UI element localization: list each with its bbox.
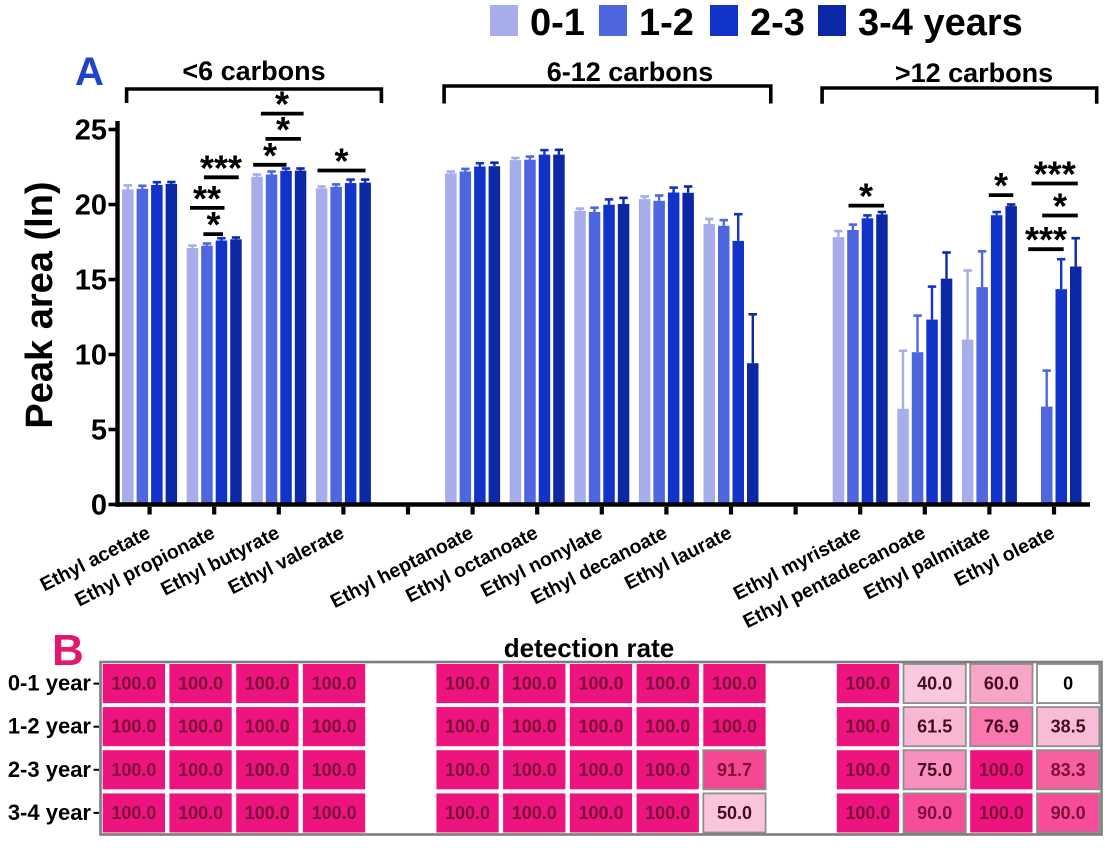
svg-text:100.0: 100.0	[445, 674, 490, 694]
svg-text:100.0: 100.0	[312, 803, 357, 823]
svg-text:100.0: 100.0	[845, 674, 890, 694]
svg-text:100.0: 100.0	[445, 803, 490, 823]
svg-text:B: B	[52, 626, 84, 675]
svg-text:0-1: 0-1	[530, 2, 585, 44]
svg-text:50.0: 50.0	[717, 803, 752, 823]
svg-text:76.9: 76.9	[984, 717, 1019, 737]
svg-text:100.0: 100.0	[512, 760, 557, 780]
svg-text:100.0: 100.0	[445, 717, 490, 737]
svg-text:*: *	[263, 135, 277, 176]
svg-text:1-2 year: 1-2 year	[8, 714, 92, 739]
svg-text:1-2: 1-2	[639, 2, 694, 44]
svg-text:2-3 year: 2-3 year	[8, 757, 92, 782]
svg-text:100.0: 100.0	[979, 803, 1024, 823]
svg-text:*: *	[276, 109, 290, 150]
svg-text:100.0: 100.0	[845, 803, 890, 823]
svg-text:100.0: 100.0	[312, 674, 357, 694]
svg-text:***: ***	[1025, 219, 1067, 260]
svg-text:100.0: 100.0	[178, 717, 223, 737]
svg-text:*: *	[1053, 186, 1067, 227]
svg-text:<6 carbons: <6 carbons	[182, 56, 325, 86]
svg-text:91.7: 91.7	[717, 760, 752, 780]
svg-text:20: 20	[75, 190, 107, 222]
svg-text:100.0: 100.0	[245, 674, 290, 694]
svg-text:100.0: 100.0	[445, 760, 490, 780]
svg-text:61.5: 61.5	[917, 717, 952, 737]
svg-text:*: *	[994, 165, 1008, 206]
svg-text:100.0: 100.0	[578, 803, 623, 823]
svg-text:100.0: 100.0	[178, 760, 223, 780]
svg-text:90.0: 90.0	[917, 803, 952, 823]
svg-text:40.0: 40.0	[917, 674, 952, 694]
svg-text:6-12 carbons: 6-12 carbons	[547, 57, 714, 87]
svg-text:100.0: 100.0	[111, 674, 156, 694]
svg-text:100.0: 100.0	[512, 674, 557, 694]
svg-text:100.0: 100.0	[111, 717, 156, 737]
svg-text:*: *	[859, 176, 873, 217]
svg-text:100.0: 100.0	[312, 717, 357, 737]
svg-text:**: **	[193, 178, 221, 219]
svg-text:100.0: 100.0	[178, 674, 223, 694]
svg-text:25: 25	[75, 115, 107, 147]
svg-text:100.0: 100.0	[578, 674, 623, 694]
svg-text:100.0: 100.0	[645, 803, 690, 823]
svg-text:100.0: 100.0	[111, 760, 156, 780]
svg-text:***: ***	[1034, 154, 1076, 195]
svg-text:0: 0	[1063, 674, 1073, 694]
svg-text:100.0: 100.0	[245, 760, 290, 780]
svg-text:100.0: 100.0	[312, 760, 357, 780]
svg-text:*: *	[334, 141, 348, 182]
svg-text:83.3: 83.3	[1051, 760, 1086, 780]
svg-text:*: *	[206, 204, 220, 245]
svg-text:>12 carbons: >12 carbons	[895, 58, 1053, 88]
svg-text:100.0: 100.0	[712, 717, 757, 737]
svg-text:15: 15	[75, 265, 107, 297]
svg-text:***: ***	[200, 147, 242, 188]
svg-text:3-4 year: 3-4 year	[8, 800, 92, 825]
svg-text:Peak area (ln): Peak area (ln)	[19, 181, 61, 428]
svg-text:10: 10	[75, 340, 107, 372]
svg-text:100.0: 100.0	[512, 717, 557, 737]
svg-text:100.0: 100.0	[578, 717, 623, 737]
svg-text:5: 5	[91, 415, 107, 447]
svg-text:100.0: 100.0	[178, 803, 223, 823]
svg-text:100.0: 100.0	[645, 674, 690, 694]
svg-text:75.0: 75.0	[917, 760, 952, 780]
svg-text:100.0: 100.0	[512, 803, 557, 823]
svg-text:2-3: 2-3	[750, 2, 805, 44]
svg-text:38.5: 38.5	[1051, 717, 1086, 737]
svg-text:0: 0	[91, 490, 107, 522]
svg-text:100.0: 100.0	[245, 717, 290, 737]
svg-text:100.0: 100.0	[578, 760, 623, 780]
svg-text:*: *	[275, 84, 289, 125]
svg-text:A: A	[75, 50, 104, 94]
svg-text:90.0: 90.0	[1051, 803, 1086, 823]
svg-text:100.0: 100.0	[111, 803, 156, 823]
svg-text:60.0: 60.0	[984, 674, 1019, 694]
svg-text:detection rate: detection rate	[504, 633, 675, 663]
svg-text:100.0: 100.0	[645, 717, 690, 737]
svg-text:3-4 years: 3-4 years	[858, 2, 1023, 44]
svg-text:100.0: 100.0	[645, 760, 690, 780]
svg-text:100.0: 100.0	[845, 760, 890, 780]
svg-text:100.0: 100.0	[845, 717, 890, 737]
svg-text:0-1 year: 0-1 year	[8, 671, 92, 696]
svg-text:100.0: 100.0	[712, 674, 757, 694]
svg-text:100.0: 100.0	[979, 760, 1024, 780]
svg-text:100.0: 100.0	[245, 803, 290, 823]
